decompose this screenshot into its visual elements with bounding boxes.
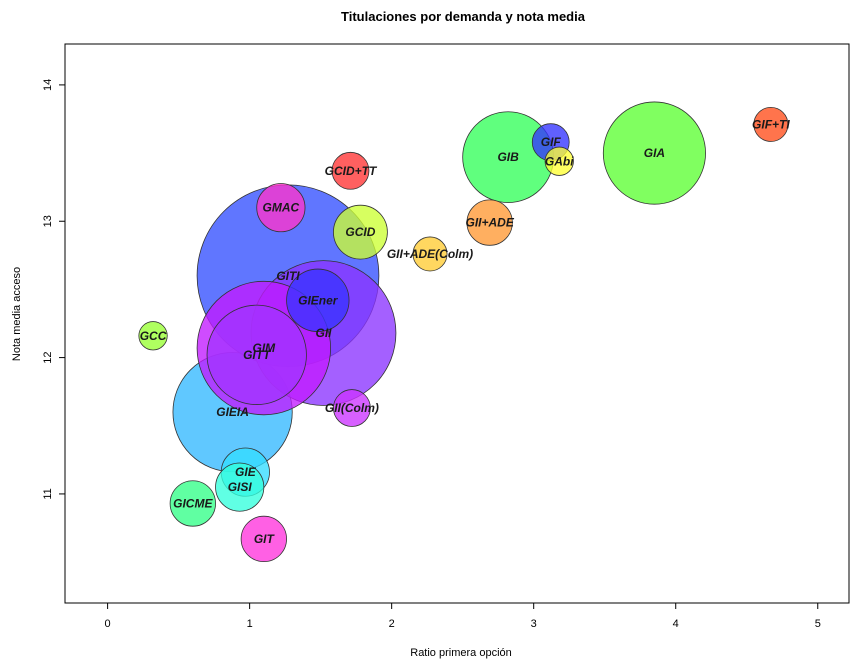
bubble-label-gib: GIB <box>497 150 519 164</box>
bubble-gcc <box>138 321 168 351</box>
bubble-label-gieia: GIEIA <box>216 405 249 419</box>
bubble-git <box>240 515 287 563</box>
y-tick-label: 14 <box>42 79 54 91</box>
bubble-gii-ade <box>466 199 513 246</box>
bubble-gicme <box>169 480 216 527</box>
bubble-label-gcid-tt: GCID+TT <box>325 164 378 178</box>
x-axis: 0 1 2 3 4 5 <box>105 603 821 630</box>
bubble-gmac <box>256 183 306 233</box>
bubble-label-gmac: GMAC <box>263 201 300 215</box>
bubble-label-gitt: GITT <box>243 348 272 362</box>
bubble-label-gif: GIF <box>541 135 562 149</box>
y-axis-label: Nota media acceso <box>11 267 23 361</box>
bubble-label-giener: GIEner <box>298 293 339 307</box>
bubble-label-gicme: GICME <box>173 496 213 510</box>
y-tick-label: 12 <box>42 351 54 363</box>
chart-title: Titulaciones por demanda y nota media <box>341 9 586 24</box>
bubble-gitt <box>206 304 307 405</box>
x-tick-label: 0 <box>105 618 111 630</box>
x-tick-label: 2 <box>389 618 395 630</box>
bubble-label-gii: GII <box>315 326 332 340</box>
bubbles-layer <box>138 101 789 563</box>
bubble-gii-colm <box>333 389 371 427</box>
y-tick-label: 13 <box>42 215 54 227</box>
x-tick-label: 4 <box>673 618 679 630</box>
bubble-label-gif-ti: GIF+TI <box>752 117 790 131</box>
bubble-label-gii-ade: GII+ADE <box>465 216 514 230</box>
bubble-label-gia: GIA <box>644 146 665 160</box>
bubble-label-gim: GIM <box>253 341 277 355</box>
bubble-label-gisi: GISI <box>228 480 253 494</box>
bubble-label-giti: GITI <box>276 269 300 283</box>
bubble-label-gii-colm: GII(Colm) <box>325 401 379 415</box>
bubble-gcid <box>333 204 388 260</box>
x-axis-label: Ratio primera opción <box>410 647 512 659</box>
bubble-gabi <box>544 146 574 176</box>
bubble-giener <box>286 268 350 332</box>
bubble-label-gabi: GAbi <box>545 154 574 168</box>
bubble-gii-ade-colm <box>412 236 448 272</box>
y-axis: 11 12 13 14 <box>42 79 65 500</box>
bubble-label-gii-ade-colm: GII+ADE(Colm) <box>387 247 473 261</box>
bubble-gisi <box>215 462 265 512</box>
x-tick-label: 1 <box>247 618 253 630</box>
bubble-label-git: GIT <box>254 532 276 546</box>
bubble-gcid-tt <box>331 151 370 190</box>
bubble-gif-ti <box>753 106 789 142</box>
x-tick-label: 5 <box>815 618 821 630</box>
y-tick-label: 11 <box>42 488 54 499</box>
bubble-label-gcc: GCC <box>140 329 167 343</box>
bubble-label-gcid: GCID <box>345 225 375 239</box>
plot-frame <box>64 43 850 604</box>
bubble-label-gie: GIE <box>235 465 257 479</box>
bubble-gia <box>602 101 706 205</box>
x-tick-label: 3 <box>531 618 537 630</box>
